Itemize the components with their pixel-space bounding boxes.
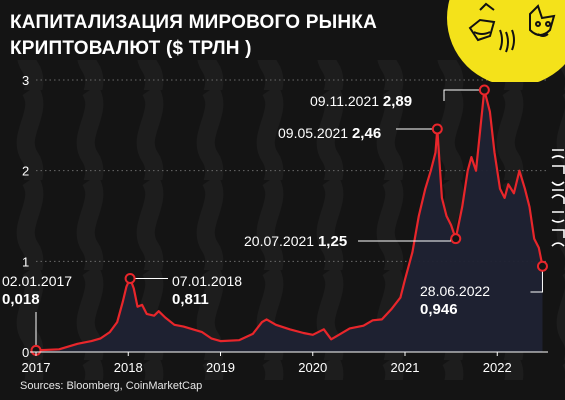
source-note: Sources: Bloomberg, CoinMarketCap [20,380,203,392]
annotation-date: 09.11.2021 [310,93,383,109]
annotation-label: 20.07.2021 1,25 [244,233,347,250]
chart-title-line-1: КАПИТАЛИЗАЦИЯ МИРОВОГО РЫНКА [10,12,378,33]
x-tick-label: 2022 [483,360,512,375]
series-area [36,90,543,352]
annotation-marker [124,272,136,284]
annotation-marker [536,260,548,272]
annotation-leader [530,271,543,293]
x-tick-label: 2021 [391,360,420,375]
x-tick-label: 2018 [114,360,143,375]
annotation-value: 1,25 [318,233,347,250]
annotation-marker [431,123,443,135]
annotation-date: 28.06.2022 [420,283,490,299]
series-line [35,88,544,352]
brand-logo [447,0,565,82]
annotation-marker [478,84,490,96]
y-tick-label: 0 [22,345,29,360]
annotation-value: 2,89 [383,93,412,110]
annotation-date: 02.01.2017 [2,273,72,289]
annotation-value: 0,946 [420,301,458,318]
annotation-label: 09.11.2021 2,89 [310,93,412,110]
y-tick-label: 2 [22,164,29,179]
x-tick-label: 2017 [22,360,51,375]
annotation-date: 07.01.2018 [172,273,242,289]
annotation-label: 09.05.2021 2,46 [278,125,381,142]
annotation-marker [450,233,462,245]
chart-title-line-2: КРИПТОВАЛЮТ ($ ТРЛН ) [10,38,252,59]
annotation-value: 0,018 [2,291,40,308]
x-tick-label: 2019 [206,360,235,375]
x-tick-label: 2020 [298,360,327,375]
annotation-value: 0,811 [172,291,209,308]
y-tick-label: 1 [22,254,29,269]
annotation-date: 20.07.2021 [244,233,318,249]
annotation-value: 2,46 [352,125,381,142]
annotation-date: 09.05.2021 [278,125,352,141]
side-brand-mark [548,140,565,260]
y-tick-label: 3 [22,73,29,88]
annotation-leader [443,89,480,101]
